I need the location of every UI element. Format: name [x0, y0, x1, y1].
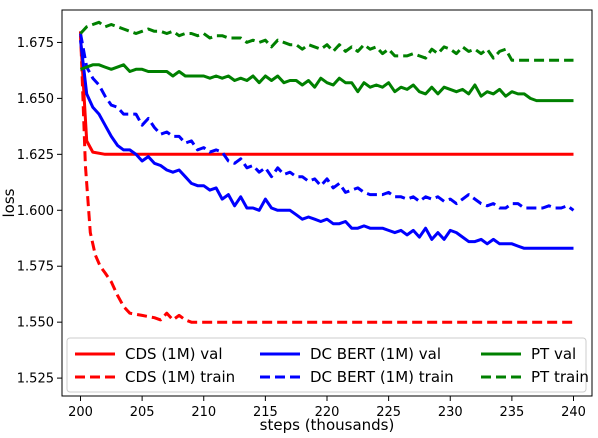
- x-tick-label: 220: [315, 405, 340, 420]
- series-line-pt-train: [79, 20, 574, 62]
- x-tick-label: 235: [499, 405, 524, 420]
- y-tick-label: 1.575: [17, 260, 54, 275]
- series-line-dc-bert-1m-val: [79, 40, 574, 250]
- y-tick-label: 1.550: [17, 316, 54, 331]
- x-tick-label: 200: [68, 405, 93, 420]
- series-line-cds-1m-train: [79, 31, 574, 324]
- x-tick-label: 205: [130, 405, 155, 420]
- legend-label: PT val: [531, 345, 576, 363]
- x-tick-label: 240: [561, 405, 586, 420]
- series-line-pt-val: [79, 63, 574, 103]
- series-layer: [79, 20, 575, 324]
- x-axis-ticks: 200 205 210 215 220 225 230 235 240: [68, 396, 586, 420]
- legend-label: PT train: [531, 368, 589, 386]
- x-tick-label: 230: [438, 405, 463, 420]
- y-tick-label: 1.675: [17, 36, 54, 51]
- series-line-cds-1m-val: [79, 35, 574, 156]
- y-axis-ticks: 1.525 1.550 1.575 1.600 1.625 1.650 1.675: [17, 36, 62, 387]
- y-tick-label: 1.625: [17, 148, 54, 163]
- legend-box: [66, 337, 587, 393]
- legend: CDS (1M) val CDS (1M) train DC BERT (1M) v…: [66, 337, 589, 393]
- legend-label: DC BERT (1M) val: [310, 345, 441, 363]
- x-tick-label: 215: [253, 405, 278, 420]
- x-axis-label: steps (thousands): [260, 416, 395, 434]
- legend-label: DC BERT (1M) train: [310, 368, 454, 386]
- legend-label: CDS (1M) train: [125, 368, 235, 386]
- y-tick-label: 1.600: [17, 204, 54, 219]
- y-tick-label: 1.525: [17, 372, 54, 387]
- y-axis-label: loss: [0, 188, 18, 217]
- x-tick-label: 210: [191, 405, 216, 420]
- legend-label: CDS (1M) val: [125, 345, 223, 363]
- series-line-dc-bert-1m-train: [79, 33, 575, 212]
- y-tick-label: 1.650: [17, 92, 54, 107]
- x-tick-label: 225: [376, 405, 401, 420]
